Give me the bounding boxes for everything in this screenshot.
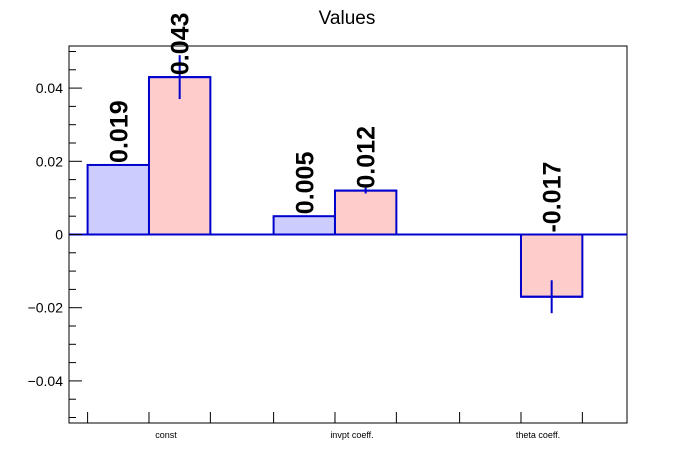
chart-title: Values bbox=[319, 8, 376, 29]
data-label-s1-1: 0.005 bbox=[291, 152, 319, 215]
data-label-s2-2: -0.017 bbox=[539, 162, 567, 233]
x-category-label: invpt coeff. bbox=[330, 430, 373, 440]
y-tick-label: −0.02 bbox=[28, 300, 64, 316]
axes-layer bbox=[68, 45, 628, 424]
bar-s2-0 bbox=[147, 76, 212, 236]
bar-s2-1 bbox=[333, 189, 398, 236]
x-category-label: theta coeff. bbox=[516, 430, 560, 440]
labels-layer: 0.019 0.005 0.043 0.012 -0.017 −0.04 −0.02 0 0.0… bbox=[28, 13, 567, 440]
data-label-s1-0: 0.019 bbox=[105, 100, 133, 163]
data-label-s2-1: 0.012 bbox=[353, 126, 381, 189]
bar-s1-1 bbox=[272, 215, 336, 236]
data-label-s2-0: 0.043 bbox=[167, 13, 195, 76]
x-category-label: const bbox=[155, 430, 177, 440]
y-tick-label: 0.04 bbox=[36, 80, 63, 96]
y-tick-label: 0.02 bbox=[36, 153, 63, 169]
bar-s1-0 bbox=[86, 163, 150, 236]
y-tick-label: 0 bbox=[55, 227, 63, 243]
y-tick-label: −0.04 bbox=[28, 373, 64, 389]
bars-layer bbox=[86, 55, 584, 314]
